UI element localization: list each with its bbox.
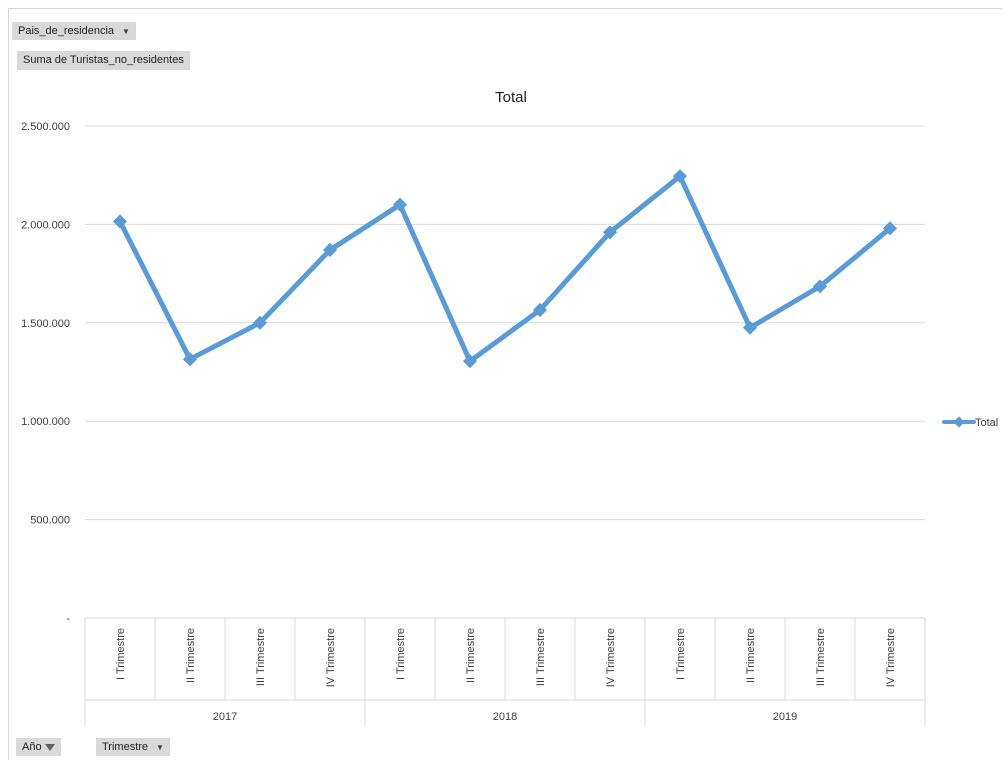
data-point	[392, 197, 408, 212]
x-group-label: 2018	[493, 711, 517, 723]
plot-area	[112, 169, 898, 369]
quarter-field-label: Trimestre	[102, 741, 149, 753]
data-point	[882, 221, 898, 236]
legend: Total	[942, 416, 998, 429]
x-axis: I Trimestre II Trimestre III Trimestre IV T…	[84, 618, 926, 727]
data-point	[532, 302, 548, 318]
year-field-label: Año	[22, 741, 42, 753]
gridlines	[85, 125, 925, 619]
x-tick-label: II Trimestre	[465, 628, 477, 683]
legend-label: Total	[975, 417, 998, 429]
x-tick-label: III Trimestre	[815, 628, 827, 686]
y-tick-label: 1.000.000	[21, 416, 70, 428]
chart-frame	[8, 8, 1003, 760]
year-field-button[interactable]: Año	[16, 738, 61, 756]
data-point	[252, 315, 268, 330]
value-field-label: Suma de Turistas_no_residentes	[23, 54, 184, 66]
filter-field-label: Pais_de_residencia	[18, 25, 115, 37]
x-tick-label: I Trimestre	[115, 628, 127, 680]
chart-title: Total	[495, 89, 527, 106]
y-tick-label: -	[66, 613, 70, 625]
data-point	[812, 279, 828, 294]
series-line-total	[117, 173, 893, 364]
data-point	[672, 169, 688, 184]
y-tick-label: 1.500.000	[21, 318, 70, 330]
legend-diamond-marker	[953, 416, 965, 428]
x-group-label: 2017	[213, 711, 237, 723]
x-group-label: 2019	[773, 711, 797, 723]
data-point	[182, 352, 198, 367]
x-tick-label: IV Trimestre	[325, 628, 337, 687]
data-point	[742, 320, 758, 335]
y-axis-labels: - 500.000 1.000.000 1.500.000 2.000.000 2.500…	[21, 121, 70, 625]
x-tick-label: I Trimestre	[675, 628, 687, 680]
filter-field-button[interactable]: Pais_de_residencia ▼	[12, 22, 136, 40]
data-point	[322, 242, 338, 258]
data-point	[602, 225, 618, 240]
x-tick-label: II Trimestre	[185, 628, 197, 683]
filter-funnel-icon	[44, 744, 55, 751]
value-field-button[interactable]: Suma de Turistas_no_residentes	[17, 51, 190, 70]
quarter-field-button[interactable]: Trimestre ▼	[96, 738, 170, 756]
y-tick-label: 500.000	[30, 515, 70, 527]
x-tick-label: III Trimestre	[255, 628, 267, 686]
y-tick-label: 2.000.000	[21, 219, 70, 231]
y-tick-label: 2.500.000	[21, 121, 70, 133]
x-tick-label: II Trimestre	[745, 628, 757, 683]
chevron-down-icon: ▼	[156, 743, 164, 752]
x-tick-label: I Trimestre	[395, 628, 407, 680]
x-tick-label: IV Trimestre	[885, 628, 897, 687]
chevron-down-icon: ▼	[122, 27, 130, 36]
data-point	[462, 354, 478, 369]
x-tick-label: III Trimestre	[535, 628, 547, 686]
x-tick-label: IV Trimestre	[605, 628, 617, 687]
